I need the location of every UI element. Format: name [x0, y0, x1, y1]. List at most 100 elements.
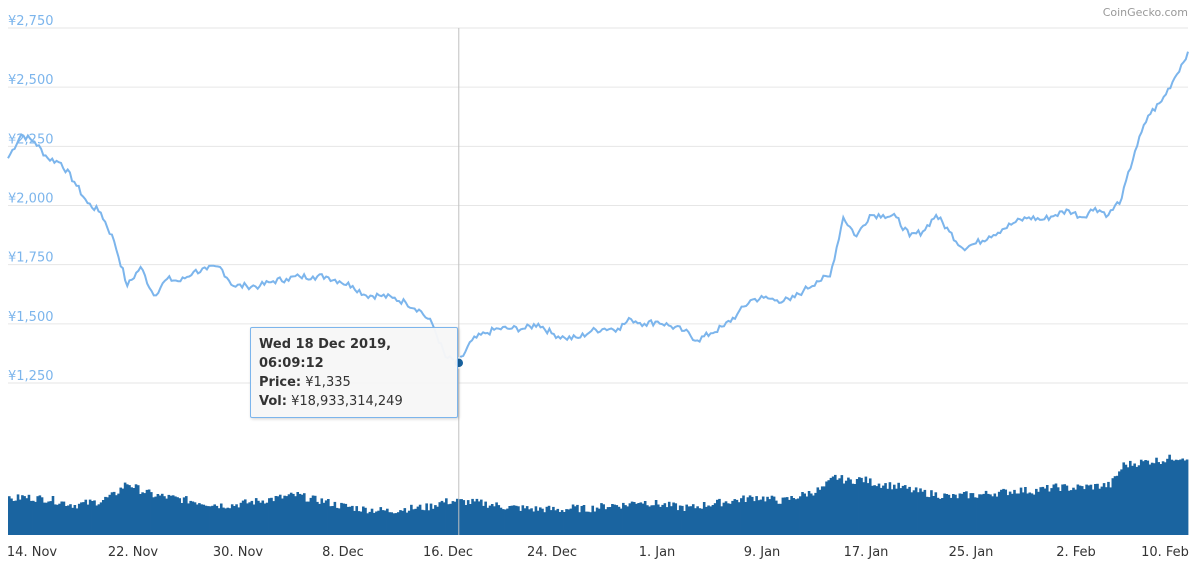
y-tick-label: ¥1,750	[8, 251, 54, 266]
volume-bar	[849, 479, 852, 535]
volume-bar	[174, 496, 177, 535]
volume-bar	[1091, 489, 1095, 535]
volume-bar	[375, 511, 378, 535]
volume-bar	[427, 510, 431, 535]
volume-bar	[235, 504, 238, 535]
grid-lines	[8, 27, 1188, 384]
volume-bar	[643, 501, 647, 535]
volume-bar	[222, 507, 225, 535]
volume-bar	[416, 506, 420, 535]
volume-bar	[764, 501, 767, 535]
volume-bar	[1100, 486, 1104, 535]
volume-bar	[514, 505, 518, 535]
volume-bar	[106, 497, 109, 535]
volume-bar	[482, 505, 485, 535]
volume-bar	[294, 496, 297, 535]
volume-bar	[178, 498, 182, 535]
volume-bar	[401, 510, 404, 535]
volume-bar	[134, 484, 138, 535]
volume-bar	[29, 500, 33, 535]
volume-bar	[801, 492, 804, 535]
volume-bar	[14, 500, 18, 535]
volume-bar	[42, 502, 46, 535]
volume-bar	[893, 484, 896, 535]
volume-bar	[36, 496, 39, 535]
volume-bar	[154, 496, 157, 535]
volume-bar	[875, 486, 879, 535]
volume-bar	[77, 503, 81, 535]
volume-bar	[436, 506, 439, 535]
volume-bar	[388, 512, 391, 535]
volume-bar	[908, 486, 911, 535]
volume-bar	[598, 508, 601, 535]
tooltip-vol-label: Vol:	[259, 394, 287, 409]
volume-bar	[567, 509, 570, 535]
volume-bar	[128, 485, 131, 535]
volume-bar	[980, 494, 983, 535]
volume-bar	[195, 504, 199, 535]
price-line[interactable]	[7, 51, 1189, 366]
volume-bar	[1078, 485, 1082, 535]
volume-bar	[831, 476, 835, 535]
x-tick-label: 9. Jan	[744, 545, 781, 560]
volume-bar	[32, 500, 35, 535]
volume-bar	[346, 506, 350, 535]
volume-bar	[984, 490, 988, 535]
volume-bar	[460, 499, 463, 535]
volume-bar	[676, 510, 680, 535]
volume-bar	[412, 509, 415, 535]
volume-bar	[287, 494, 291, 535]
volume-bar	[1120, 469, 1123, 535]
volume-bar	[733, 499, 737, 535]
volume-bar	[742, 495, 745, 535]
volume-bar	[825, 481, 828, 535]
volume-bar	[624, 505, 627, 535]
volume-bar	[215, 505, 219, 535]
volume-bar	[226, 507, 230, 535]
volume-bar	[473, 501, 477, 535]
x-tick-label: 22. Nov	[108, 545, 158, 560]
volume-bar	[718, 498, 721, 535]
volume-bar	[654, 500, 658, 535]
volume-bar	[51, 496, 55, 535]
volume-bar	[877, 483, 881, 535]
volume-bar	[303, 493, 306, 535]
volume-bar	[471, 498, 474, 535]
credit-label[interactable]: CoinGecko.com	[1103, 6, 1188, 19]
volume-bar	[890, 489, 894, 535]
volume-bar	[320, 498, 324, 535]
volume-bar	[108, 494, 112, 535]
volume-bar	[335, 507, 339, 535]
volume-bar	[591, 505, 595, 535]
x-tick-label: 14. Nov	[7, 545, 57, 560]
volume-bar	[396, 512, 400, 535]
volume-bar	[923, 489, 927, 535]
volume-bar	[224, 508, 227, 535]
volume-bar	[635, 503, 638, 535]
volume-bar	[606, 507, 610, 535]
volume-bar	[836, 479, 839, 535]
volume-bar	[641, 503, 645, 535]
volume-bar	[720, 506, 723, 535]
volume-bar	[851, 483, 855, 535]
y-axis: ¥1,250¥1,500¥1,750¥2,000¥2,250¥2,500¥2,7…	[8, 14, 54, 384]
tooltip-vol-row: Vol: ¥18,933,314,249	[259, 392, 449, 411]
volume-bar	[724, 501, 728, 535]
volume-bar	[1067, 490, 1071, 535]
volume-bar	[757, 500, 761, 535]
volume-bar	[532, 511, 536, 535]
volume-bar	[748, 495, 752, 535]
volume-bar	[27, 494, 31, 535]
volume-bar	[792, 498, 796, 535]
volume-bar	[276, 496, 280, 535]
volume-bar	[241, 500, 245, 535]
volume-bar	[608, 507, 612, 535]
volume-bar	[770, 495, 774, 535]
volume-bar	[119, 487, 123, 535]
volume-bar	[185, 496, 188, 535]
volume-bar	[1139, 459, 1143, 535]
volume-bar	[580, 506, 584, 535]
volume-bar	[206, 506, 210, 535]
volume-bar	[80, 502, 83, 535]
volume-bar	[549, 510, 553, 535]
